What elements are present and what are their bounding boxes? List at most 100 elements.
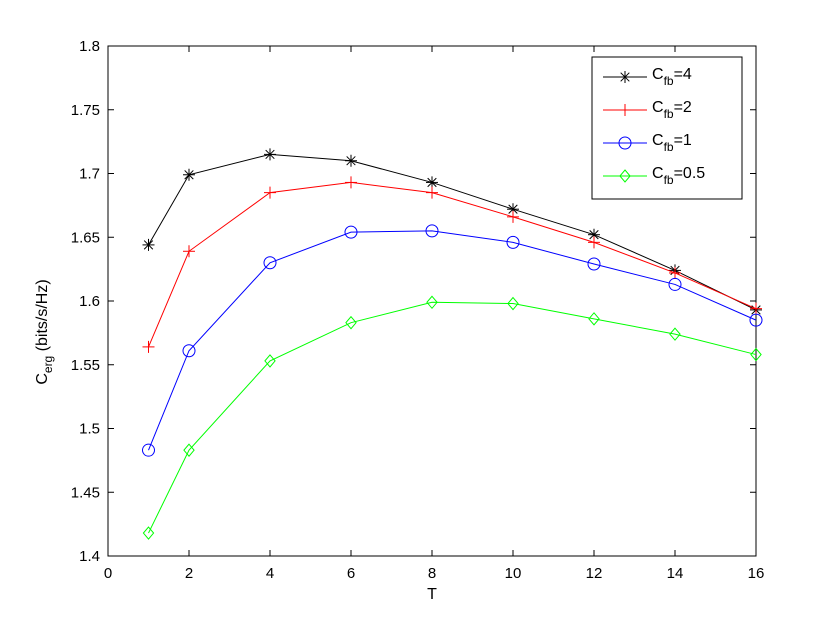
- series-2: [142, 176, 762, 353]
- x-tick-label: 8: [428, 565, 436, 582]
- y-tick-label: 1.55: [71, 357, 100, 374]
- data-point: [183, 168, 195, 181]
- marker-stroke: [265, 149, 275, 160]
- legend-item: Cfb=0.5: [603, 165, 705, 187]
- axes: 0 2 4 6 8 10 12 14 16 1.4 1.45 1.5 1.55 1.6 1.65 1.7 1.7…: [71, 38, 765, 582]
- data-point: [142, 443, 155, 457]
- x-axis-label: T: [427, 586, 437, 603]
- data-point: [668, 277, 682, 291]
- y-tick-label: 1.65: [71, 229, 100, 246]
- x-tick-label: 0: [104, 565, 112, 582]
- marker-circle: [344, 225, 358, 239]
- data-point: [619, 104, 631, 116]
- series-line: [148, 230, 757, 451]
- data-point: [425, 224, 439, 238]
- data-point: [618, 136, 632, 150]
- marker-stroke: [184, 170, 194, 180]
- marker-stroke: [346, 156, 356, 166]
- legend-item: Cfb=1: [603, 132, 692, 154]
- legend-label-rest: =4: [674, 66, 692, 83]
- series-3: [142, 224, 763, 457]
- marker-diamond: [588, 312, 600, 326]
- legend-label: Cfb=4: [652, 66, 692, 88]
- data-point: [750, 302, 762, 315]
- y-tick-label: 1.4: [79, 548, 100, 565]
- data-point: [264, 186, 276, 199]
- legend-item: Cfb=4: [603, 66, 692, 88]
- x-tick-label: 6: [347, 565, 355, 582]
- data-point: [619, 169, 631, 183]
- legend-label-rest: =2: [674, 99, 692, 116]
- legend-label-sub: fb: [664, 107, 674, 121]
- y-tick-label: 1.6: [79, 293, 100, 310]
- data-point: [507, 210, 519, 223]
- marker-circle: [263, 256, 277, 270]
- marker-circle: [668, 277, 682, 291]
- series-line: [148, 301, 757, 534]
- y-axis-label-main: C: [34, 373, 51, 385]
- series-1: [142, 148, 762, 316]
- marker-circle: [182, 344, 196, 358]
- marker-stroke: [508, 204, 518, 214]
- x-tick-label: 12: [586, 565, 603, 582]
- y-tick-label: 1.75: [71, 102, 100, 119]
- series-layer: [142, 148, 763, 540]
- data-point: [142, 526, 155, 540]
- x-tick-label: 14: [667, 565, 684, 582]
- y-axis-label: Cerg (bits/s/Hz): [34, 279, 55, 384]
- y-tick-label: 1.7: [79, 166, 100, 183]
- data-point: [426, 186, 438, 199]
- data-point: [669, 327, 681, 341]
- data-point: [426, 295, 438, 310]
- data-point: [142, 340, 155, 353]
- legend-label-main: C: [652, 66, 664, 83]
- y-tick-label: 1.45: [71, 484, 100, 501]
- data-point: [264, 148, 276, 161]
- marker-diamond: [507, 296, 519, 311]
- data-point: [264, 354, 276, 368]
- data-point: [507, 296, 519, 311]
- legend-label: Cfb=0.5: [652, 165, 705, 187]
- y-axis-label-sub: erg: [41, 356, 55, 373]
- data-point: [506, 235, 520, 249]
- marker-diamond: [426, 295, 438, 310]
- marker-stroke: [620, 72, 630, 82]
- marker-stroke: [589, 230, 599, 240]
- data-point: [263, 256, 277, 270]
- legend-label-main: C: [652, 165, 664, 182]
- data-point: [588, 312, 600, 326]
- marker-circle: [618, 136, 632, 150]
- marker-diamond: [345, 315, 357, 330]
- data-point: [142, 238, 155, 251]
- legend-label-sub: fb: [664, 173, 674, 187]
- marker-stroke: [143, 240, 154, 250]
- marker-circle: [506, 235, 520, 249]
- legend-label: Cfb=1: [652, 132, 692, 154]
- y-tick-label: 1.5: [79, 421, 100, 438]
- y-tick-label: 1.8: [79, 38, 100, 55]
- data-point: [345, 176, 357, 189]
- marker-circle: [749, 313, 763, 327]
- data-point: [183, 443, 195, 457]
- legend-box: [591, 56, 743, 200]
- data-point: [345, 315, 357, 330]
- legend-label-rest: =1: [674, 132, 692, 149]
- data-point: [183, 245, 195, 258]
- marker-diamond: [669, 327, 681, 341]
- series-4: [142, 295, 762, 540]
- data-point: [749, 313, 763, 327]
- legend-label-rest: =0.5: [674, 165, 706, 182]
- data-point: [750, 347, 762, 362]
- legend-item: Cfb=2: [603, 99, 692, 121]
- data-point: [345, 154, 357, 167]
- marker-diamond: [619, 169, 631, 183]
- marker-circle: [587, 257, 601, 271]
- data-point: [426, 176, 438, 189]
- data-point: [587, 257, 601, 271]
- legend-label-main: C: [652, 132, 664, 149]
- legend-label-main: C: [652, 99, 664, 116]
- data-point: [182, 344, 196, 358]
- marker-stroke: [427, 177, 437, 188]
- x-tick-label: 16: [748, 565, 765, 582]
